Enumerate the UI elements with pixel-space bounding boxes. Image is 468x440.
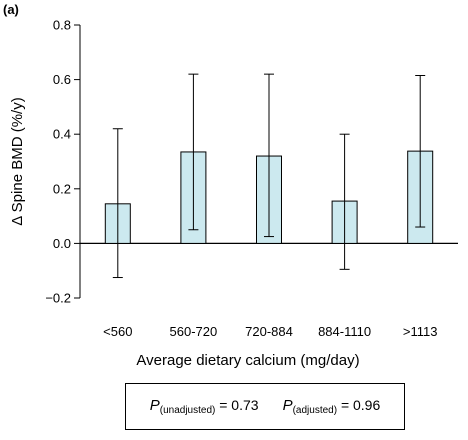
x-tick-label: 560-720 bbox=[170, 324, 218, 339]
p-unadjusted-value: = 0.73 bbox=[219, 397, 259, 413]
y-tick-label: 0.4 bbox=[53, 127, 71, 142]
panel-label: (a) bbox=[3, 2, 19, 17]
y-tick-label: 0.0 bbox=[53, 236, 71, 251]
y-axis-ticks: −0.2 0.0 0.2 0.4 0.6 0.8 bbox=[45, 18, 80, 306]
x-tick-label: 720-884 bbox=[245, 324, 293, 339]
y-axis-label: Δ Spine BMD (%/y) bbox=[9, 97, 26, 225]
p-adjusted: P(adjusted) = 0.96 bbox=[283, 397, 381, 416]
p-unadjusted: P(unadjusted) = 0.73 bbox=[150, 397, 259, 416]
y-tick-label: −0.2 bbox=[45, 291, 71, 306]
x-tick-label: 884-1110 bbox=[318, 324, 371, 339]
x-axis-label: Average dietary calcium (mg/day) bbox=[136, 352, 359, 369]
y-tick-label: 0.2 bbox=[53, 181, 71, 196]
y-tick-label: 0.8 bbox=[53, 18, 71, 33]
x-tick-label: >1113 bbox=[403, 324, 438, 339]
p-value-box: P(unadjusted) = 0.73 P(adjusted) = 0.96 bbox=[125, 383, 405, 430]
p-unadjusted-subscript: (unadjusted) bbox=[159, 405, 216, 416]
p-adjusted-subscript: (adjusted) bbox=[292, 405, 338, 416]
y-tick-label: 0.6 bbox=[53, 72, 71, 87]
bars-group bbox=[104, 73, 434, 279]
p-unadjusted-symbol: P bbox=[149, 397, 160, 414]
x-tick-label: <560 bbox=[103, 324, 132, 339]
p-adjusted-symbol: P bbox=[282, 397, 293, 414]
x-axis-ticks: <560 560-720 720-884 884-1110 >1113 bbox=[103, 324, 437, 339]
bar-chart: (a) −0.2 0.0 0.2 0.4 0.6 0.8 <560 560-720 720-8… bbox=[3, 2, 458, 369]
p-adjusted-value: = 0.96 bbox=[340, 397, 381, 413]
